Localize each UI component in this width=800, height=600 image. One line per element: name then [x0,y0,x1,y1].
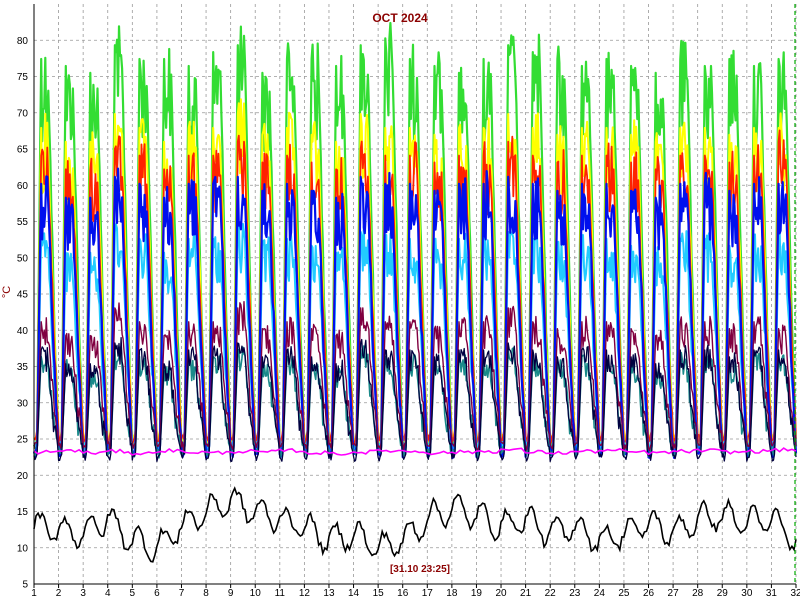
y-tick-label-65: 65 [17,145,29,156]
x-tick-label-20: 20 [495,588,507,599]
series-line-outdoor [33,486,797,563]
series-line-6 [33,301,797,452]
x-tick-label-30: 30 [741,588,753,599]
x-tick-label-18: 18 [446,588,458,599]
x-tick-label-11: 11 [275,588,286,599]
x-tick-label-10: 10 [250,588,262,599]
y-axis-label: °C [1,286,13,298]
y-tick-label-80: 80 [17,36,29,47]
y-tick-label-60: 60 [17,181,29,192]
x-tick-label-19: 19 [471,588,483,599]
chart-title: OCT 2024 [372,11,428,25]
x-tick-label-13: 13 [323,588,335,599]
y-tick-label-75: 75 [17,72,29,83]
x-tick-label-4: 4 [105,588,111,599]
x-tick-label-31: 31 [766,588,778,599]
x-tick-label-6: 6 [154,588,160,599]
y-tick-label-70: 70 [17,108,29,119]
x-tick-label-7: 7 [179,588,185,599]
x-tick-label-9: 9 [228,588,234,599]
y-tick-label-30: 30 [17,398,29,409]
x-tick-label-15: 15 [373,588,385,599]
y-tick-label-10: 10 [17,543,29,554]
x-tick-label-8: 8 [203,588,209,599]
x-tick-label-29: 29 [717,588,729,599]
y-tick-label-5: 5 [22,580,28,591]
series-line-4 [32,167,798,459]
x-tick-label-3: 3 [80,588,86,599]
x-tick-label-23: 23 [569,588,581,599]
y-tick-label-55: 55 [17,217,29,228]
x-tick-label-1: 1 [31,588,37,599]
cursor-timestamp-label: [31.10 23:25] [390,564,450,575]
series-line-7 [33,337,797,463]
x-tick-label-26: 26 [643,588,655,599]
x-tick-label-21: 21 [520,588,532,599]
y-tick-label-35: 35 [17,362,29,373]
x-tick-label-27: 27 [668,588,680,599]
y-tick-label-50: 50 [17,253,29,264]
x-tick-label-25: 25 [618,588,630,599]
x-tick-label-5: 5 [130,588,136,599]
y-tick-label-45: 45 [17,290,29,301]
y-tick-label-40: 40 [17,326,29,337]
x-tick-label-2: 2 [56,588,62,599]
x-tick-label-14: 14 [348,588,360,599]
x-tick-label-16: 16 [397,588,409,599]
series-line-baseline [33,447,797,456]
x-tick-label-12: 12 [299,588,311,599]
x-tick-label-24: 24 [594,588,606,599]
x-tick-label-17: 17 [422,588,434,599]
y-tick-label-15: 15 [17,507,29,518]
x-tick-label-22: 22 [545,588,557,599]
x-tick-label-32: 32 [790,588,800,599]
y-tick-label-25: 25 [17,435,29,446]
series-layer [32,21,798,563]
x-tick-label-28: 28 [692,588,704,599]
y-tick-label-20: 20 [17,471,29,482]
